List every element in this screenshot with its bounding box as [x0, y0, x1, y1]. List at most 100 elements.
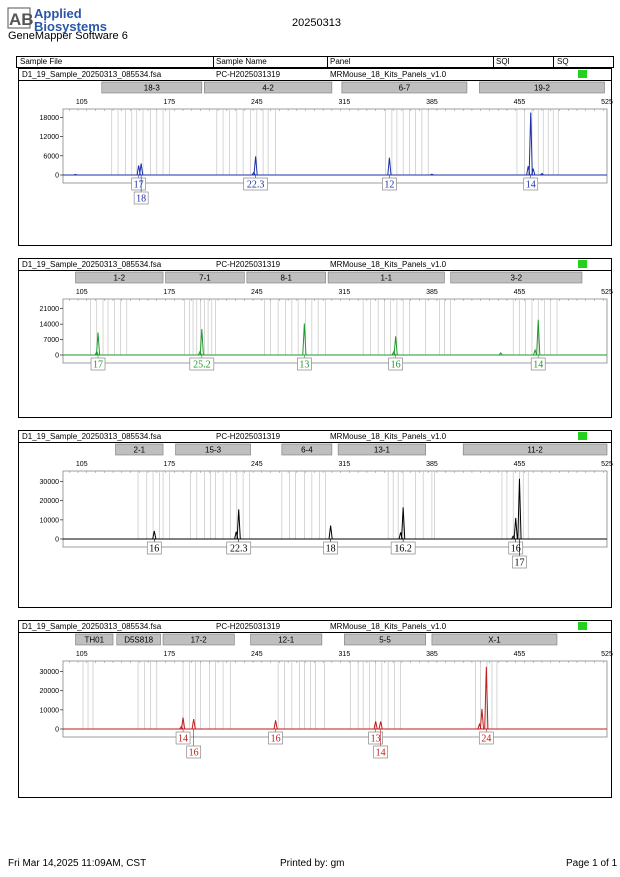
allele-box: [323, 541, 338, 555]
peak: [197, 350, 202, 356]
x-tick-label: 525: [601, 99, 613, 106]
peak: [191, 718, 196, 730]
marker-bar-rect: [115, 443, 164, 456]
app-name: GeneMapper Software 6: [8, 30, 128, 42]
allele-box: [530, 357, 546, 371]
y-tick-label: 0: [55, 353, 59, 360]
marker-bar-rect: [204, 81, 333, 94]
marker-bar: 17-2: [162, 633, 235, 646]
allele-label: 16.2: [394, 544, 412, 555]
peak: [540, 172, 544, 176]
x-tick-label: 105: [76, 651, 88, 658]
allele-label: 17: [93, 360, 103, 371]
sample-name: PC-H2025031319: [216, 432, 281, 441]
marker-label: 7-1: [199, 274, 211, 283]
col-sq: SQ: [557, 57, 569, 66]
allele-box: [297, 357, 312, 371]
marker-bar-rect: [165, 271, 245, 284]
allele-box: [186, 745, 202, 759]
marker-bar: 15-3: [175, 443, 251, 456]
x-tick-label: 455: [514, 99, 526, 106]
footer-timestamp: Fri Mar 14,2025 11:09AM, CST: [8, 858, 147, 869]
x-tick-label: 245: [251, 99, 263, 106]
plot-frame: [62, 108, 608, 184]
y-tick-label: 0: [55, 537, 59, 544]
x-tick-label: 175: [163, 651, 175, 658]
marker-label: 18-3: [144, 84, 161, 93]
sample-name: PC-H2025031319: [216, 622, 281, 631]
allele-label: 16: [149, 544, 159, 555]
x-tick-label: 385: [426, 289, 438, 296]
allele-box: [90, 357, 106, 371]
marker-bar-rect: [281, 443, 333, 456]
allele-box: [146, 541, 162, 555]
panel-name: MRMouse_18_Kits_Panels_v1.0: [330, 432, 447, 441]
y-tick-label: 10000: [40, 707, 60, 714]
allele-label: 16: [189, 748, 199, 759]
peak: [95, 332, 101, 356]
sample-file: D1_19_Sample_20250313_085534.fsa: [22, 622, 162, 631]
sample-file: D1_19_Sample_20250313_085534.fsa: [22, 70, 162, 79]
peak: [180, 717, 186, 730]
marker-label: TH01: [84, 636, 104, 645]
allele-label: 12: [384, 180, 394, 191]
marker-label: 1-1: [380, 274, 392, 283]
x-tick-label: 455: [514, 289, 526, 296]
col-sqi: SQI: [496, 57, 510, 66]
electropherogram-panel-blue: D1_19_Sample_20250313_085534.fsa PC-H202…: [18, 68, 613, 246]
allele-box: [388, 357, 404, 371]
marker-label: 6-4: [301, 446, 313, 455]
marker-bar-rect: [116, 633, 161, 646]
marker-bar: 1-2: [75, 271, 164, 284]
allele-box: [268, 731, 283, 745]
marker-bar-rect: [75, 633, 114, 646]
marker-bar-rect: [175, 443, 251, 456]
peak: [236, 509, 241, 540]
allele-label: 13: [371, 734, 381, 745]
allele-box: [175, 731, 191, 745]
y-tick-label: 0: [55, 173, 59, 180]
marker-bar: 18-3: [101, 81, 203, 94]
allele-label: 14: [178, 734, 188, 745]
electropherogram-panel-green: D1_19_Sample_20250313_085534.fsa PC-H202…: [18, 258, 613, 418]
peak: [253, 156, 258, 176]
allele-label: 18: [136, 194, 146, 205]
electropherogram-green: 1-2 7-1 8-1 1-1 3-2 105 175 245 315 385 455 525 0 700…: [40, 271, 613, 371]
marker-label: 12-1: [278, 636, 295, 645]
peak: [302, 323, 307, 356]
marker-bar: 1-1: [327, 271, 445, 284]
marker-label: 1-2: [113, 274, 125, 283]
brand-line1: Applied: [34, 6, 82, 21]
y-tick-label: 30000: [40, 669, 60, 676]
peak: [484, 666, 489, 730]
marker-bar-rect: [246, 271, 326, 284]
peak: [251, 171, 256, 176]
allele-label: 16: [511, 544, 521, 555]
peak: [94, 350, 99, 356]
allele-box: [131, 177, 147, 191]
col-sample-file: Sample File: [20, 57, 63, 66]
x-tick-label: 105: [76, 289, 88, 296]
marker-label: 5-5: [379, 636, 391, 645]
allele-label: 16: [271, 734, 281, 745]
marker-bar-rect: [341, 81, 468, 94]
x-tick-label: 385: [426, 651, 438, 658]
peak: [533, 348, 538, 356]
marker-bar: 13-1: [337, 443, 426, 456]
peak: [387, 157, 392, 176]
marker-bar-rect: [327, 271, 445, 284]
y-tick-label: 10000: [40, 517, 60, 524]
peak: [234, 531, 239, 540]
x-tick-label: 315: [339, 289, 351, 296]
allele-label: 14: [526, 180, 536, 191]
y-tick-label: 6000: [43, 153, 59, 160]
marker-label: D5S818: [124, 636, 153, 645]
marker-label: 13-1: [374, 446, 391, 455]
sample-name: PC-H2025031319: [216, 70, 281, 79]
marker-label: X-1: [488, 636, 501, 645]
allele-box: [368, 731, 383, 745]
marker-bar: 5-5: [344, 633, 426, 646]
brand-line2: Biosystems: [34, 19, 107, 34]
sq-status-indicator: [578, 622, 587, 630]
marker-label: 4-2: [262, 84, 274, 93]
